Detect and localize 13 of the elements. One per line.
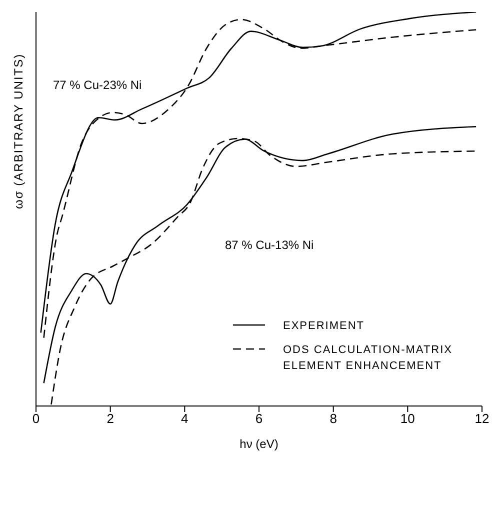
- legend-label: ODS CALCULATION-MATRIX ELEMENT ENHANCEMENT: [283, 343, 454, 374]
- x-tick-label: 2: [106, 411, 114, 426]
- x-tick-label: 6: [255, 411, 263, 426]
- x-tick-label: 10: [400, 411, 415, 426]
- legend-label: EXPERIMENT: [283, 319, 366, 334]
- annotation: 87 % Cu-13% Ni: [225, 238, 314, 252]
- annotation: 77 % Cu-23% Ni: [53, 78, 142, 92]
- y-axis-title: ωσ (ARBITRARY UNITS): [11, 53, 26, 209]
- x-tick-label: 0: [32, 411, 40, 426]
- x-tick-label: 8: [330, 411, 337, 426]
- x-axis-title: hν (eV): [240, 437, 278, 451]
- x-tick-label: 12: [474, 411, 490, 426]
- x-tick-label: 4: [181, 411, 188, 426]
